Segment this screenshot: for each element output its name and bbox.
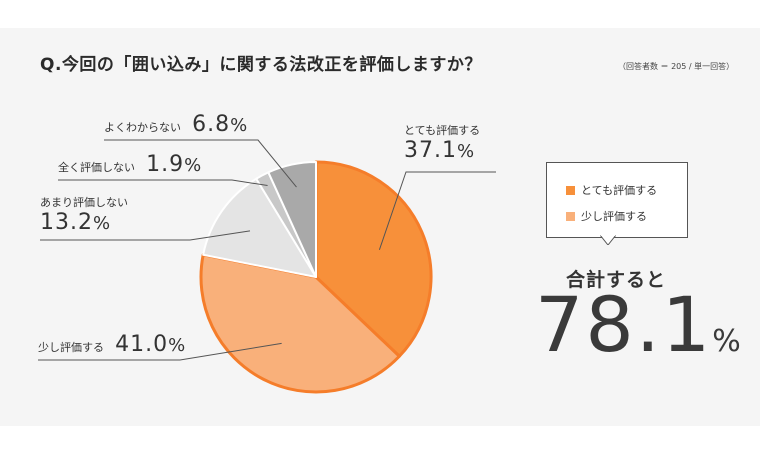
legend-item-0: とても評価する [566, 182, 657, 198]
leader-line-0 [378, 171, 496, 250]
legend-box [546, 162, 688, 238]
pie-slice-1 [199, 253, 401, 394]
pie-slice-0 [314, 160, 433, 358]
slice-label-3: 全く評価しない 1.9% [58, 152, 202, 177]
slice-percent: 1.9% [146, 152, 203, 177]
slice-name: 全く評価しない [58, 161, 135, 174]
legend-label: とても評価する [581, 184, 658, 197]
slice-percent: 37.1% [404, 138, 476, 163]
slice-name: よくわからない [104, 121, 181, 134]
pie-slice-2 [202, 177, 317, 278]
total-value: 78.1% [535, 280, 743, 369]
slice-label-2: あまり評価しない 13.2% [40, 194, 128, 235]
slice-label-4: よくわからない 6.8% [104, 112, 248, 137]
total-label: 合計すると [566, 269, 667, 291]
leader-line-2 [40, 230, 251, 241]
legend-swatch [566, 186, 575, 195]
legend-swatch [566, 212, 575, 221]
slice-percent: 6.8% [192, 112, 249, 137]
leader-line-1 [38, 342, 282, 361]
legend-label: 少し評価する [581, 210, 647, 223]
slice-percent: 13.2% [40, 210, 112, 235]
pie-slice-4 [267, 161, 317, 278]
chart-question-title: Q.今回の「囲い込み」に関する法改正を評価しますか？ [40, 55, 482, 75]
legend-item-1: 少し評価する [566, 208, 647, 224]
leader-line-4 [104, 139, 297, 188]
slice-label-1: 少し評価する 41.0% [38, 332, 186, 357]
slice-name: とても評価する [404, 124, 481, 137]
respondent-count: （回答者数 ＝ 205 / 単一回答） [618, 62, 735, 71]
leader-line-3 [58, 179, 268, 187]
slice-name: あまり評価しない [40, 196, 128, 209]
legend-pointer [600, 235, 616, 245]
slice-percent: 41.0% [115, 332, 187, 357]
slice-name: 少し評価する [38, 341, 104, 354]
slice-label-0: とても評価する 37.1% [404, 122, 480, 163]
